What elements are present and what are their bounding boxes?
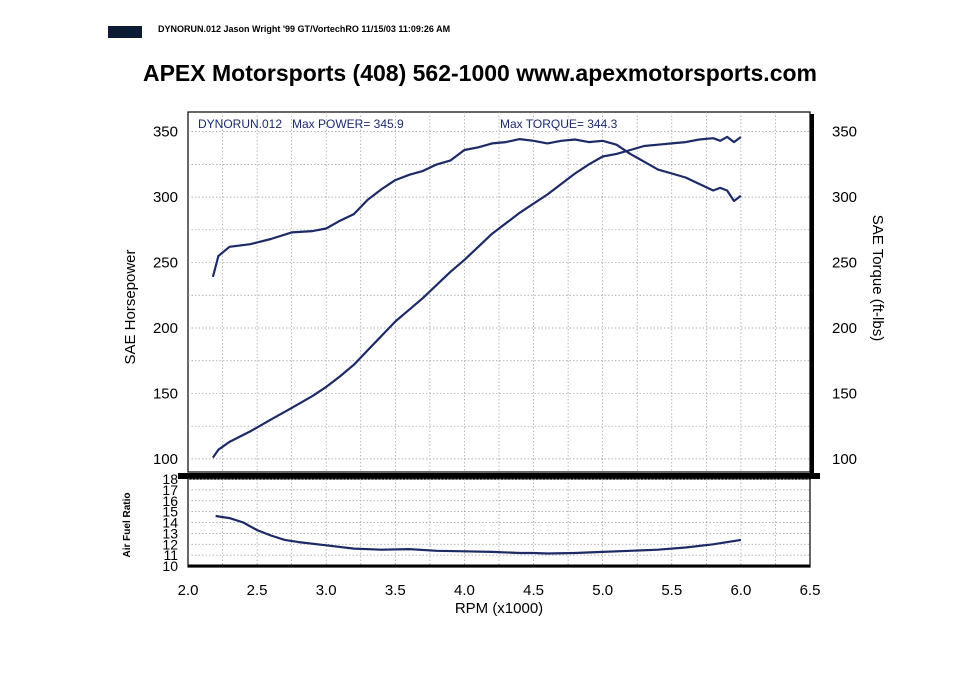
afr-tick-label: 16 (162, 493, 178, 509)
annotation-max-power: Max POWER= 345.9 (292, 117, 404, 131)
afr-tick-label: 14 (162, 515, 178, 531)
y-tick-label: 100 (153, 451, 178, 468)
y-axis-left-ticks: 100 150 200 250 300 350 (153, 124, 178, 468)
y2-tick-label: 350 (832, 124, 857, 141)
series-layer (211, 135, 742, 555)
afr-tick-label: 13 (162, 525, 178, 541)
header-block (108, 26, 142, 38)
y2-tick-label: 250 (832, 255, 857, 272)
x-tick-label: 2.5 (247, 582, 268, 599)
x-tick-label: 3.0 (316, 582, 337, 599)
x-tick-label: 6.0 (730, 582, 751, 599)
afr-tick-label: 17 (162, 482, 178, 498)
annotation-run: DYNORUN.012 (198, 117, 282, 131)
panel-separator (178, 473, 820, 479)
main-grid (188, 112, 810, 472)
x-tick-label: 3.5 (385, 582, 406, 599)
x-tick-label: 5.5 (661, 582, 682, 599)
run-info: DYNORUN.012 Jason Wright '99 GT/VortechR… (158, 24, 451, 34)
annotation-max-torque: Max TORQUE= 344.3 (500, 117, 618, 131)
y-tick-label: 150 (153, 385, 178, 402)
torque-curve (211, 138, 742, 278)
air-fuel-ratio-curve (215, 514, 742, 555)
x-tick-label: 6.5 (800, 582, 821, 599)
afr-tick-label: 15 (162, 504, 178, 520)
y2-tick-label: 200 (832, 320, 857, 337)
y-tick-label: 250 (153, 255, 178, 272)
y-tick-label: 350 (153, 124, 178, 141)
y-tick-label: 200 (153, 320, 178, 337)
x-axis-ticks: 2.0 2.5 3.0 3.5 4.0 4.5 5.0 5.5 6.0 6.5 (178, 582, 821, 599)
y-axis-right-label: SAE Torque (ft-lbs) (869, 215, 886, 341)
y-axis-left-label: SAE Horsepower (122, 249, 139, 364)
x-axis-label: RPM (x1000) (455, 600, 543, 617)
x-tick-label: 4.5 (523, 582, 544, 599)
y2-tick-label: 100 (832, 451, 857, 468)
y-tick-label: 300 (153, 189, 178, 206)
x-tick-label: 5.0 (592, 582, 613, 599)
x-tick-label: 4.0 (454, 582, 475, 599)
afr-tick-label: 12 (162, 536, 178, 552)
afr-tick-label: 10 (162, 558, 178, 574)
horsepower-curve (211, 135, 742, 459)
annotations: DYNORUN.012 Max POWER= 345.9 Max TORQUE=… (198, 117, 618, 131)
afr-tick-label: 11 (163, 547, 178, 563)
afr-axis-label: Air Fuel Ratio (122, 492, 133, 557)
afr-tick-label: 18 (162, 471, 178, 487)
chart-title: APEX Motorsports (408) 562-1000 www.apex… (142, 60, 817, 86)
y-axis-right-ticks: 100 150 200 250 300 350 (832, 124, 857, 468)
x-tick-label: 2.0 (178, 582, 199, 599)
y2-tick-label: 150 (832, 385, 857, 402)
y2-tick-label: 300 (832, 189, 857, 206)
